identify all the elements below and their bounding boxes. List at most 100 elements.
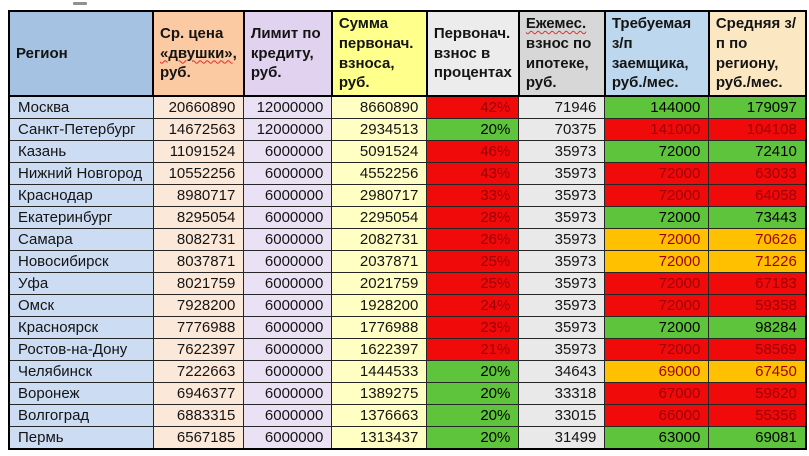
region-cell[interactable]: Екатеринбург [8, 206, 154, 230]
monthly-payment-cell[interactable]: 35973 [518, 272, 606, 296]
credit-limit-cell[interactable]: 6000000 [243, 338, 333, 362]
avg-salary-cell[interactable]: 67450 [708, 360, 807, 384]
down-payment-pct-cell[interactable]: 42% [426, 95, 520, 120]
down-payment-cell[interactable]: 1389275 [331, 382, 428, 406]
credit-limit-cell[interactable]: 12000000 [243, 118, 333, 142]
monthly-payment-cell[interactable]: 33015 [518, 404, 606, 428]
avg-price-cell[interactable]: 8037871 [152, 250, 245, 274]
monthly-payment-cell[interactable]: 35973 [518, 206, 606, 230]
avg-price-cell[interactable]: 6946377 [152, 382, 245, 406]
region-cell[interactable]: Челябинск [8, 360, 154, 384]
down-payment-pct-cell[interactable]: 28% [426, 206, 520, 230]
region-cell[interactable]: Воронеж [8, 382, 154, 406]
required-salary-cell[interactable]: 72000 [604, 272, 710, 296]
down-payment-pct-cell[interactable]: 20% [426, 426, 520, 450]
region-cell[interactable]: Москва [8, 95, 154, 120]
down-payment-cell[interactable]: 4552256 [331, 162, 428, 186]
required-salary-cell[interactable]: 72000 [604, 338, 710, 362]
monthly-payment-cell[interactable]: 35973 [518, 228, 606, 252]
credit-limit-cell[interactable]: 6000000 [243, 184, 333, 208]
required-salary-cell[interactable]: 144000 [604, 95, 710, 120]
region-cell[interactable]: Ростов-на-Дону [8, 338, 154, 362]
avg-price-cell[interactable]: 6567185 [152, 426, 245, 450]
avg-price-cell[interactable]: 20660890 [152, 95, 245, 120]
down-payment-pct-cell[interactable]: 46% [426, 140, 520, 164]
monthly-payment-cell[interactable]: 34643 [518, 360, 606, 384]
down-payment-pct-cell[interactable]: 20% [426, 382, 520, 406]
avg-salary-cell[interactable]: 70626 [708, 228, 807, 252]
down-payment-cell[interactable]: 1313437 [331, 426, 428, 450]
region-cell[interactable]: Самара [8, 228, 154, 252]
required-salary-cell[interactable]: 66000 [604, 404, 710, 428]
region-cell[interactable]: Новосибирск [8, 250, 154, 274]
avg-salary-cell[interactable]: 71226 [708, 250, 807, 274]
monthly-payment-cell[interactable]: 35973 [518, 162, 606, 186]
region-cell[interactable]: Казань [8, 140, 154, 164]
required-salary-cell[interactable]: 72000 [604, 294, 710, 318]
down-payment-cell[interactable]: 1622397 [331, 338, 428, 362]
region-cell[interactable]: Уфа [8, 272, 154, 296]
down-payment-pct-cell[interactable]: 24% [426, 294, 520, 318]
credit-limit-cell[interactable]: 6000000 [243, 382, 333, 406]
region-cell[interactable]: Краснодар [8, 184, 154, 208]
down-payment-cell[interactable]: 1928200 [331, 294, 428, 318]
avg-salary-cell[interactable]: 69081 [708, 426, 807, 450]
required-salary-cell[interactable]: 72000 [604, 206, 710, 230]
avg-price-cell[interactable]: 7622397 [152, 338, 245, 362]
required-salary-cell[interactable]: 72000 [604, 184, 710, 208]
avg-price-cell[interactable]: 6883315 [152, 404, 245, 428]
monthly-payment-cell[interactable]: 35973 [518, 250, 606, 274]
down-payment-cell[interactable]: 2934513 [331, 118, 428, 142]
required-salary-cell[interactable]: 69000 [604, 360, 710, 384]
credit-limit-cell[interactable]: 6000000 [243, 206, 333, 230]
down-payment-pct-cell[interactable]: 25% [426, 272, 520, 296]
avg-salary-cell[interactable]: 55356 [708, 404, 807, 428]
down-payment-cell[interactable]: 8660890 [331, 95, 428, 120]
credit-limit-cell[interactable]: 6000000 [243, 294, 333, 318]
credit-limit-cell[interactable]: 6000000 [243, 272, 333, 296]
region-cell[interactable]: Волгоград [8, 404, 154, 428]
column-header[interactable]: Требуемая з/п заемщика, руб./мес. [603, 9, 710, 98]
required-salary-cell[interactable]: 72000 [604, 250, 710, 274]
down-payment-cell[interactable]: 2980717 [331, 184, 428, 208]
avg-salary-cell[interactable]: 59620 [708, 382, 807, 406]
region-cell[interactable]: Омск [8, 294, 154, 318]
required-salary-cell[interactable]: 67000 [604, 382, 710, 406]
monthly-payment-cell[interactable]: 71946 [518, 95, 606, 120]
monthly-payment-cell[interactable]: 35973 [518, 184, 606, 208]
down-payment-cell[interactable]: 5091524 [331, 140, 428, 164]
avg-salary-cell[interactable]: 73443 [708, 206, 807, 230]
monthly-payment-cell[interactable]: 35973 [518, 338, 606, 362]
column-header[interactable]: Сумма первонач. взноса, руб. [330, 9, 428, 98]
avg-price-cell[interactable]: 8021759 [152, 272, 245, 296]
credit-limit-cell[interactable]: 6000000 [243, 140, 333, 164]
region-cell[interactable]: Красноярск [8, 316, 154, 340]
monthly-payment-cell[interactable]: 31499 [518, 426, 606, 450]
column-header[interactable]: Ежемес. взнос по ипотеке, руб. [517, 9, 606, 98]
column-header[interactable]: Первонач. взнос в процентах [425, 9, 520, 98]
down-payment-cell[interactable]: 2295054 [331, 206, 428, 230]
required-salary-cell[interactable]: 72000 [604, 162, 710, 186]
credit-limit-cell[interactable]: 6000000 [243, 404, 333, 428]
avg-salary-cell[interactable]: 67183 [708, 272, 807, 296]
avg-salary-cell[interactable]: 59358 [708, 294, 807, 318]
avg-salary-cell[interactable]: 179097 [708, 95, 807, 120]
down-payment-cell[interactable]: 1776988 [331, 316, 428, 340]
avg-price-cell[interactable]: 14672563 [152, 118, 245, 142]
down-payment-pct-cell[interactable]: 20% [426, 360, 520, 384]
down-payment-cell[interactable]: 1376663 [331, 404, 428, 428]
required-salary-cell[interactable]: 141000 [604, 118, 710, 142]
avg-price-cell[interactable]: 10552256 [152, 162, 245, 186]
column-header[interactable]: Средняя з/п по региону, руб./мес. [707, 9, 807, 98]
down-payment-pct-cell[interactable]: 21% [426, 338, 520, 362]
avg-salary-cell[interactable]: 72410 [708, 140, 807, 164]
avg-price-cell[interactable]: 11091524 [152, 140, 245, 164]
down-payment-cell[interactable]: 1444533 [331, 360, 428, 384]
monthly-payment-cell[interactable]: 33318 [518, 382, 606, 406]
avg-salary-cell[interactable]: 63033 [708, 162, 807, 186]
avg-price-cell[interactable]: 8980717 [152, 184, 245, 208]
column-header[interactable]: Регион [8, 9, 154, 98]
down-payment-cell[interactable]: 2037871 [331, 250, 428, 274]
credit-limit-cell[interactable]: 6000000 [243, 228, 333, 252]
credit-limit-cell[interactable]: 6000000 [243, 162, 333, 186]
